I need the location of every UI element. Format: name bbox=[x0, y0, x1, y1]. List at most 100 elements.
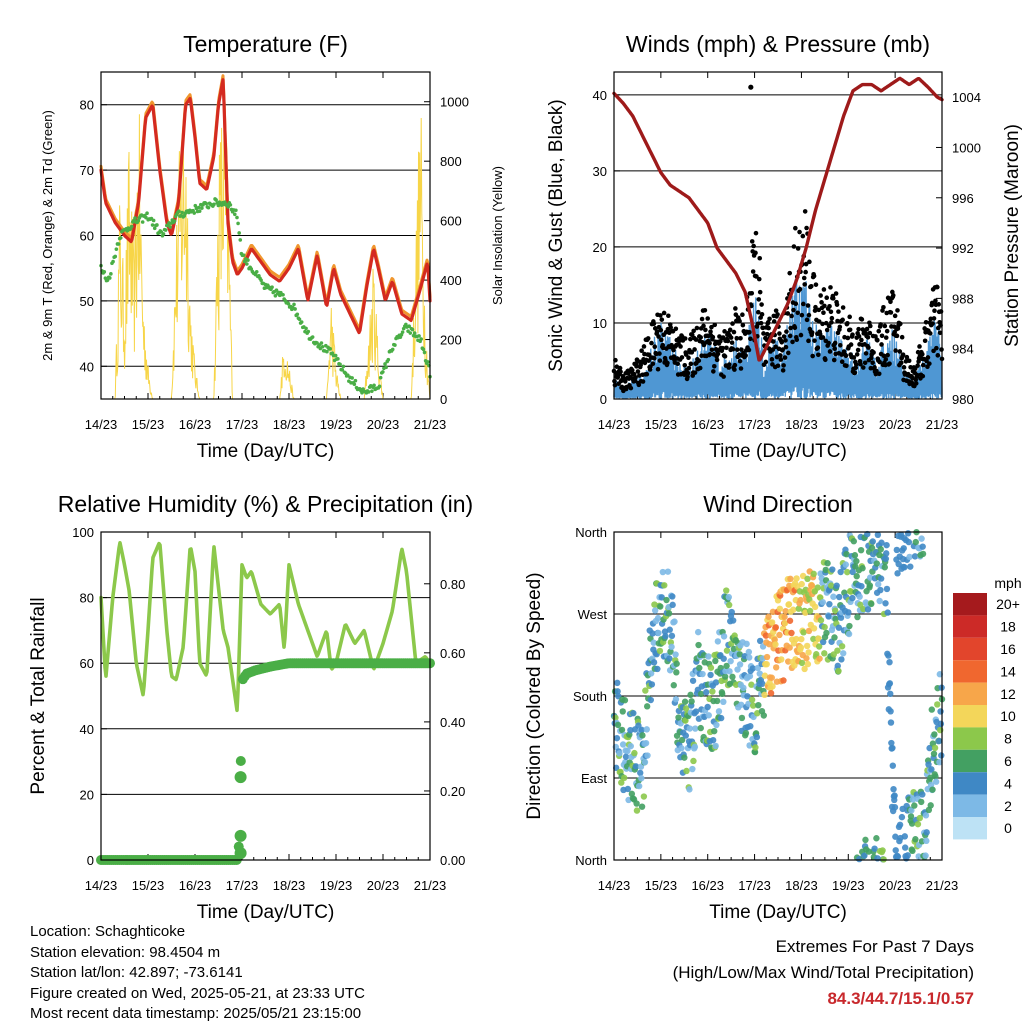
gust-point bbox=[935, 284, 940, 290]
humidity-ytick-label: 20 bbox=[80, 787, 94, 802]
direction-point bbox=[928, 766, 935, 773]
humidity-xtick-label: 19/23 bbox=[320, 878, 353, 893]
direction-point bbox=[806, 607, 814, 615]
direction-xtick-label: 20/23 bbox=[879, 878, 912, 893]
gust-point bbox=[828, 285, 833, 290]
direction-point bbox=[894, 570, 901, 577]
dewpoint-point bbox=[111, 259, 115, 264]
direction-point bbox=[751, 748, 759, 756]
gust-point bbox=[766, 325, 771, 331]
dewpoint-point bbox=[145, 211, 149, 216]
gust-point bbox=[865, 335, 871, 340]
direction-point bbox=[662, 633, 669, 640]
dewpoint-point bbox=[410, 327, 415, 332]
direction-point bbox=[726, 668, 733, 675]
direction-point bbox=[772, 641, 779, 648]
dewpoint-point bbox=[200, 206, 204, 210]
gust-point bbox=[853, 365, 859, 371]
gust-point bbox=[756, 297, 762, 302]
gust-point bbox=[930, 321, 935, 326]
direction-point bbox=[927, 774, 934, 782]
dewpoint-point bbox=[338, 362, 342, 367]
dewpoint-point bbox=[109, 272, 113, 276]
dewpoint-point bbox=[270, 285, 274, 289]
dewpoint-point bbox=[386, 357, 391, 362]
gust-point bbox=[797, 229, 802, 235]
direction-point bbox=[923, 837, 930, 845]
gust-point bbox=[802, 209, 808, 214]
direction-point bbox=[769, 683, 776, 690]
gust-point bbox=[730, 346, 736, 352]
colorbar-label: 6 bbox=[1004, 753, 1012, 769]
direction-point bbox=[849, 568, 856, 576]
direction-point bbox=[883, 541, 890, 549]
direction-point bbox=[723, 647, 731, 654]
gust-point bbox=[830, 296, 836, 301]
dewpoint-point bbox=[245, 262, 249, 266]
humidity-ytick-label: 60 bbox=[80, 656, 94, 671]
gust-point bbox=[721, 374, 726, 379]
gust-point bbox=[836, 309, 841, 314]
gust-point bbox=[769, 357, 775, 362]
direction-point bbox=[740, 684, 747, 692]
direction-xlabel: Time (Day/UTC) bbox=[709, 902, 847, 923]
direction-point bbox=[882, 555, 890, 562]
direction-point bbox=[666, 626, 673, 633]
direction-point bbox=[810, 625, 818, 632]
dewpoint-point bbox=[228, 203, 233, 207]
gust-point bbox=[853, 362, 859, 367]
gust-point bbox=[855, 347, 861, 353]
gust-point bbox=[725, 338, 731, 344]
gust-point bbox=[812, 308, 818, 313]
direction-point bbox=[642, 687, 649, 694]
gust-point bbox=[757, 255, 763, 261]
direction-point bbox=[719, 690, 726, 698]
gust-point bbox=[845, 320, 850, 326]
direction-point bbox=[798, 635, 805, 643]
gust-point bbox=[881, 304, 886, 310]
direction-point bbox=[853, 557, 860, 565]
direction-point bbox=[798, 659, 806, 667]
colorbar-label: 18 bbox=[1000, 619, 1016, 635]
winds-xtick-label: 21/23 bbox=[926, 417, 959, 432]
dewpoint-point bbox=[384, 365, 388, 370]
direction-point bbox=[810, 570, 817, 578]
direction-point bbox=[756, 637, 764, 645]
direction-point bbox=[763, 660, 770, 668]
direction-point bbox=[892, 847, 899, 854]
direction-point bbox=[709, 688, 716, 695]
direction-point bbox=[627, 726, 634, 734]
gust-point bbox=[651, 355, 657, 361]
gust-point bbox=[915, 349, 921, 355]
direction-point bbox=[656, 647, 664, 655]
dewpoint-point bbox=[426, 360, 430, 364]
direction-point bbox=[823, 629, 830, 637]
direction-point bbox=[738, 714, 746, 722]
gust-point bbox=[747, 329, 752, 335]
dewpoint-point bbox=[370, 389, 374, 393]
gust-point bbox=[722, 354, 728, 359]
direction-point bbox=[862, 836, 869, 844]
direction-point bbox=[866, 582, 874, 589]
gust-point bbox=[876, 328, 882, 334]
humidity-ytick-right-label: 0.40 bbox=[440, 715, 465, 730]
extremes-box: Extremes For Past 7 Days (High/Low/Max W… bbox=[673, 934, 974, 1012]
gust-point bbox=[883, 335, 889, 340]
dewpoint-point bbox=[234, 208, 238, 213]
direction-point bbox=[805, 649, 812, 656]
gust-point bbox=[641, 344, 647, 349]
dewpoint-point bbox=[381, 370, 385, 374]
temperature-xtick-label: 17/23 bbox=[226, 417, 259, 432]
gust-point bbox=[665, 360, 670, 366]
gust-point bbox=[668, 325, 673, 330]
direction-point bbox=[712, 657, 719, 665]
direction-point bbox=[668, 643, 675, 651]
direction-point bbox=[846, 622, 853, 630]
direction-point bbox=[802, 586, 809, 594]
gust-point bbox=[689, 350, 695, 355]
dewpoint-point bbox=[214, 198, 218, 202]
gust-point bbox=[661, 310, 667, 316]
direction-point bbox=[711, 727, 718, 735]
gust-point bbox=[708, 329, 713, 334]
direction-point bbox=[871, 845, 878, 852]
